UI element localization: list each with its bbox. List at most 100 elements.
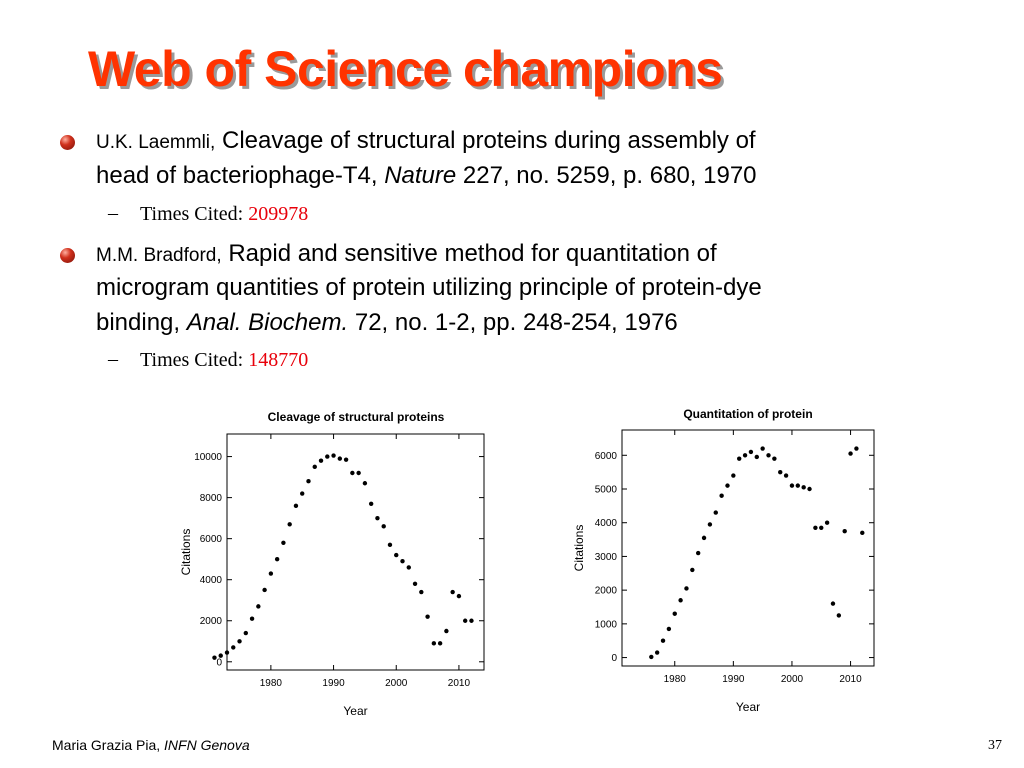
reference-2-times-cited: Times Cited: 148770 (140, 350, 308, 370)
y-tick-label: 8000 (200, 493, 223, 504)
data-point (318, 458, 324, 463)
x-tick-label: 2010 (448, 678, 471, 689)
times-cited-label: Times Cited: (140, 203, 244, 225)
data-point (450, 589, 455, 595)
times-cited-value: 209978 (248, 203, 309, 225)
data-point (419, 589, 424, 595)
y-tick-label: 2000 (595, 586, 618, 597)
data-point (707, 522, 713, 527)
times-cited-value: 148770 (248, 349, 309, 371)
data-point (287, 522, 292, 527)
data-point (783, 473, 789, 478)
data-point (256, 604, 261, 609)
footer-credit: Maria Grazia Pia, INFN Genova (52, 737, 250, 753)
data-point (362, 481, 368, 486)
reference-1-times-cited: Times Cited: 209978 (140, 204, 308, 224)
data-point (695, 550, 701, 556)
reference-2-line-2: microgram quantities of protein utilizin… (96, 274, 762, 301)
data-point (789, 483, 795, 488)
reference-1-title-part-1: Cleavage of structural proteins during a… (221, 127, 756, 154)
data-point (368, 501, 374, 506)
data-point (406, 565, 411, 570)
y-tick-label: 0 (216, 657, 222, 668)
data-point (293, 503, 299, 509)
data-point (444, 628, 449, 634)
data-point (337, 456, 343, 461)
x-axis-label: Year (343, 704, 367, 718)
chart-2-title: Quantitation of protein (683, 407, 813, 421)
y-tick-label: 2000 (200, 616, 223, 627)
data-point (801, 485, 806, 490)
data-point (754, 454, 759, 460)
data-point (243, 630, 249, 636)
y-tick-label: 4000 (200, 575, 223, 586)
y-tick-label: 10000 (194, 452, 222, 463)
y-tick-label: 4000 (595, 518, 618, 529)
data-point (731, 473, 736, 478)
data-point (394, 552, 399, 558)
data-point (325, 454, 330, 459)
data-point (737, 456, 742, 461)
data-point (381, 524, 386, 529)
data-point (412, 581, 418, 587)
data-point (375, 515, 380, 521)
plot-frame (621, 429, 875, 667)
data-point (725, 483, 730, 488)
data-point (249, 616, 255, 621)
times-cited-label: Times Cited: (140, 349, 244, 371)
y-tick-label: 3000 (595, 552, 618, 563)
plot-frame (226, 433, 485, 671)
data-point (666, 626, 672, 632)
reference-2-journal: Anal. Biochem. (186, 309, 349, 336)
data-point (387, 542, 393, 548)
data-point (684, 586, 689, 591)
data-point (742, 453, 748, 458)
data-point (772, 456, 777, 461)
data-point (462, 618, 468, 623)
reference-2-line-1: M.M. Bradford, Rapid and sensitive metho… (96, 242, 717, 266)
data-point (274, 556, 280, 562)
footer-institute: INFN Genova (164, 737, 250, 753)
reference-1-author: U.K. Laemmli, (96, 132, 216, 153)
chart-1-title: Cleavage of structural proteins (267, 410, 445, 424)
data-point (649, 654, 654, 660)
data-point (300, 491, 305, 496)
data-point (224, 650, 230, 655)
page-number: 37 (988, 738, 1002, 753)
data-point (860, 530, 865, 536)
data-point (766, 453, 771, 458)
data-point (231, 645, 236, 650)
data-point (672, 611, 677, 616)
data-point (350, 470, 355, 476)
data-point (343, 457, 349, 462)
y-tick-label: 1000 (595, 619, 618, 630)
data-point (437, 641, 443, 646)
data-point (312, 464, 317, 470)
x-tick-label: 2000 (781, 674, 804, 685)
slide-title: Web of Science champions (88, 41, 723, 97)
reference-2-volume: 72, no. 1-2, pp. 248-254, 1976 (354, 309, 678, 336)
data-point (331, 453, 336, 458)
data-point (218, 653, 223, 658)
data-point (701, 535, 707, 541)
data-point (306, 479, 311, 484)
reference-2-title-part-1: Rapid and sensitive method for quantitat… (228, 240, 717, 267)
footer-author: Maria Grazia Pia, (52, 737, 161, 753)
y-axis-label: Citations (572, 525, 586, 572)
data-point (660, 638, 666, 643)
data-point (425, 614, 430, 619)
data-point (356, 470, 361, 476)
data-point (748, 449, 754, 455)
x-tick-label: 2000 (385, 678, 408, 689)
x-tick-label: 1990 (722, 674, 745, 685)
data-point (719, 493, 724, 498)
x-tick-label: 1980 (260, 678, 283, 689)
x-axis-label: Year (736, 700, 760, 714)
x-tick-label: 2010 (839, 674, 862, 685)
data-point (854, 446, 859, 451)
data-point (819, 525, 824, 530)
reference-1-volume: 227, no. 5259, p. 680, 1970 (462, 162, 757, 189)
data-point (836, 613, 842, 618)
